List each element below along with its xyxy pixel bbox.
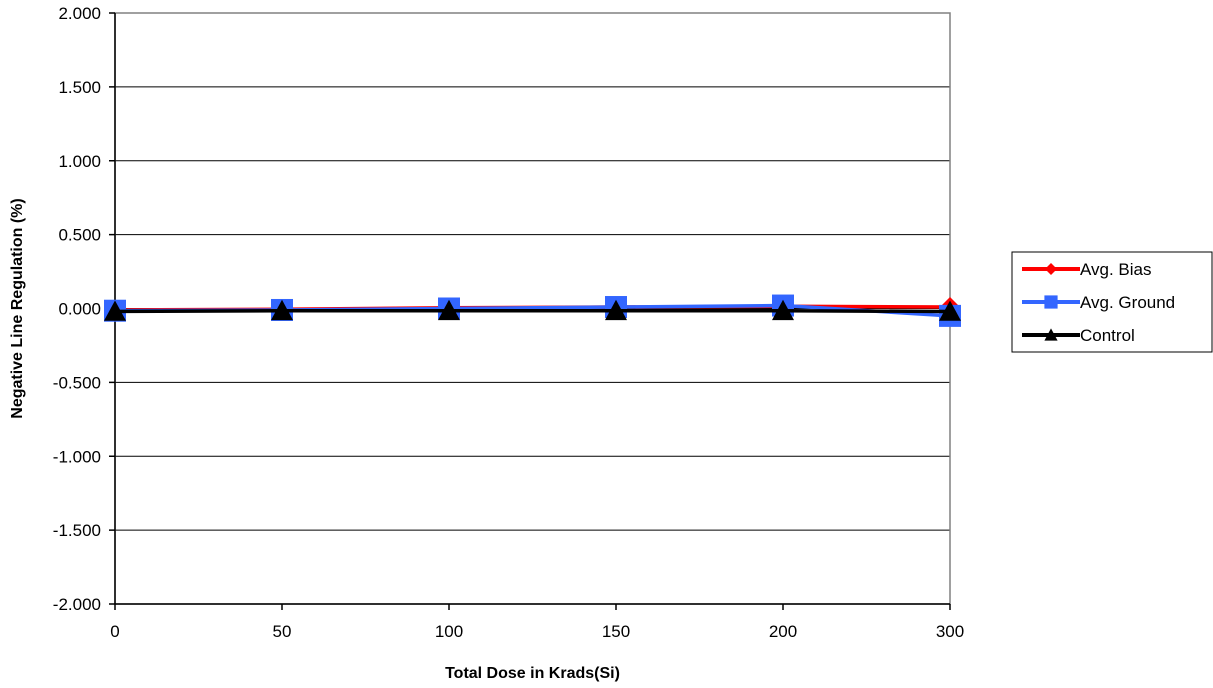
legend-item: Avg. Ground	[1022, 293, 1175, 312]
y-axis-title: Negative Line Regulation (%)	[9, 198, 26, 418]
x-tick-label: 200	[769, 622, 797, 641]
x-tick-label: 100	[435, 622, 463, 641]
data-point	[939, 300, 961, 321]
legend-item: Control	[1022, 326, 1135, 345]
y-tick-label: -0.500	[53, 373, 101, 392]
data-point	[1044, 328, 1058, 341]
x-tick-label: 0	[110, 622, 119, 641]
data-point	[1044, 295, 1058, 309]
legend-item: Avg. Bias	[1022, 260, 1152, 279]
y-tick-label: -2.000	[53, 595, 101, 614]
legend-label: Avg. Bias	[1080, 260, 1152, 279]
data-point	[605, 299, 627, 321]
series-control	[104, 299, 961, 321]
x-tick-label: 50	[273, 622, 292, 641]
y-tick-label: 0.000	[58, 300, 101, 319]
x-tick-label: 300	[936, 622, 964, 641]
y-tick-label: 0.500	[58, 226, 101, 245]
y-tick-label: 1.000	[58, 152, 101, 171]
x-axis-title: Total Dose in Krads(Si)	[445, 665, 620, 682]
data-point	[438, 299, 460, 321]
legend: Avg. Bias Avg. Ground Control	[1011, 251, 1213, 353]
legend-label: Control	[1080, 326, 1135, 345]
data-point	[1045, 263, 1057, 275]
data-point	[271, 299, 293, 321]
series-line	[114, 308, 951, 314]
y-tick-label: -1.500	[53, 521, 101, 540]
data-point	[772, 299, 794, 321]
x-tick-labels: 0 50 100 150 200 300	[110, 604, 964, 641]
series-group	[104, 294, 961, 327]
y-tick-label: 1.500	[58, 78, 101, 97]
data-point	[104, 300, 126, 321]
legend-label: Avg. Ground	[1080, 293, 1175, 312]
x-tick-label: 150	[602, 622, 630, 641]
y-tick-label: 2.000	[58, 4, 101, 23]
y-tick-labels: 2.000 1.500 1.000 0.500 0.000 -0.500 -1.000 -1.…	[53, 4, 115, 614]
y-tick-label: -1.000	[53, 447, 101, 466]
